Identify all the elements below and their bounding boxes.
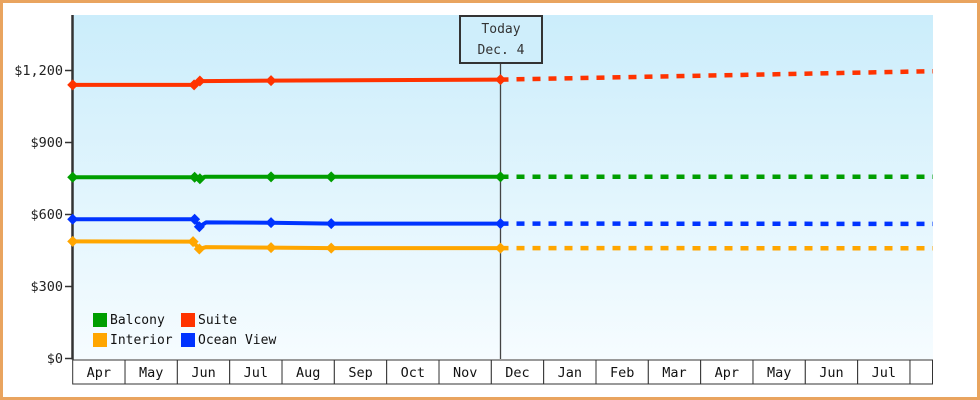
month-cell-label: May (767, 365, 791, 381)
data-point-marker-ocean-view (189, 213, 201, 225)
plot-background (72, 15, 933, 359)
today-flag-line1: Today (481, 22, 521, 37)
legend-label-suite: Suite (198, 312, 238, 328)
data-point-marker-balcony (194, 173, 206, 185)
y-axis-tick-label: $0 (47, 351, 63, 367)
data-point-marker-interior (325, 242, 337, 254)
data-point-marker-suite (494, 74, 506, 86)
legend-swatch-interior (93, 333, 107, 347)
month-cell-label: Feb (610, 365, 634, 381)
month-cell-label: Nov (453, 365, 477, 381)
legend-swatch-ocean-view (181, 333, 195, 347)
month-cell-label: Sep (348, 365, 372, 381)
month-cell-label: Dec (505, 365, 529, 381)
month-cell (857, 359, 911, 385)
month-cell-label: Apr (715, 365, 739, 381)
data-point-marker-suite (67, 79, 79, 91)
data-point-marker-ocean-view (265, 217, 277, 229)
month-cell (438, 359, 492, 385)
data-point-marker-suite (194, 75, 206, 87)
month-cell-label: Jun (819, 365, 843, 381)
month-cell-label: Jan (558, 365, 582, 381)
data-point-marker-suite (265, 75, 277, 87)
month-cell (700, 359, 754, 385)
legend-label-balcony: Balcony (110, 312, 165, 328)
month-cell-label: Jun (191, 365, 215, 381)
y-axis-tick-label: $300 (30, 279, 63, 295)
data-point-marker-interior (67, 235, 79, 247)
legend-swatch-balcony (93, 313, 107, 327)
y-axis-tick-label: $1,200 (14, 63, 63, 79)
month-cell-label: Apr (87, 365, 111, 381)
month-cell (543, 359, 597, 385)
data-point-marker-interior (265, 242, 277, 254)
month-cell-label: Jul (244, 365, 268, 381)
month-cell-label: May (139, 365, 163, 381)
data-point-marker-balcony (494, 171, 506, 183)
data-point-marker-interior (494, 242, 506, 254)
today-flag-line2: Dec. 4 (477, 43, 525, 58)
month-cell-label: Aug (296, 365, 320, 381)
data-point-marker-balcony (265, 171, 277, 183)
data-point-marker-ocean-view (193, 221, 205, 233)
data-point-marker-ocean-view (325, 218, 337, 230)
legend-label-interior: Interior (110, 332, 173, 348)
legend-item-ocean-view: Ocean View (181, 330, 276, 350)
data-point-marker-ocean-view (494, 218, 506, 230)
month-cell (752, 359, 806, 385)
month-cell-label: Oct (401, 365, 425, 381)
legend-item-balcony: Balcony (93, 310, 181, 330)
today-flag: Today Dec. 4 (459, 15, 543, 64)
data-point-marker-ocean-view (67, 213, 79, 225)
data-point-marker-balcony (67, 171, 79, 183)
data-point-marker-interior (193, 243, 205, 255)
month-cell (490, 359, 545, 385)
month-cell-empty (909, 359, 933, 385)
month-cell-label: Jul (872, 365, 896, 381)
series-line-balcony (72, 174, 501, 181)
month-cell (72, 359, 126, 385)
legend-label-ocean-view: Ocean View (198, 332, 277, 348)
data-point-marker-interior (187, 236, 199, 248)
legend-item-suite: Suite (181, 310, 276, 330)
month-cell-label: Mar (662, 365, 686, 381)
legend-item-interior: Interior (93, 330, 181, 350)
legend: Balcony Suite Interior Ocean View (93, 310, 276, 350)
month-cell (595, 359, 649, 385)
month-cell (386, 359, 440, 385)
y-axis-tick-label: $900 (30, 135, 63, 151)
y-axis-tick-label: $600 (30, 207, 63, 223)
month-cell (176, 359, 231, 385)
legend-swatch-suite (181, 313, 195, 327)
data-point-marker-balcony (325, 171, 337, 183)
